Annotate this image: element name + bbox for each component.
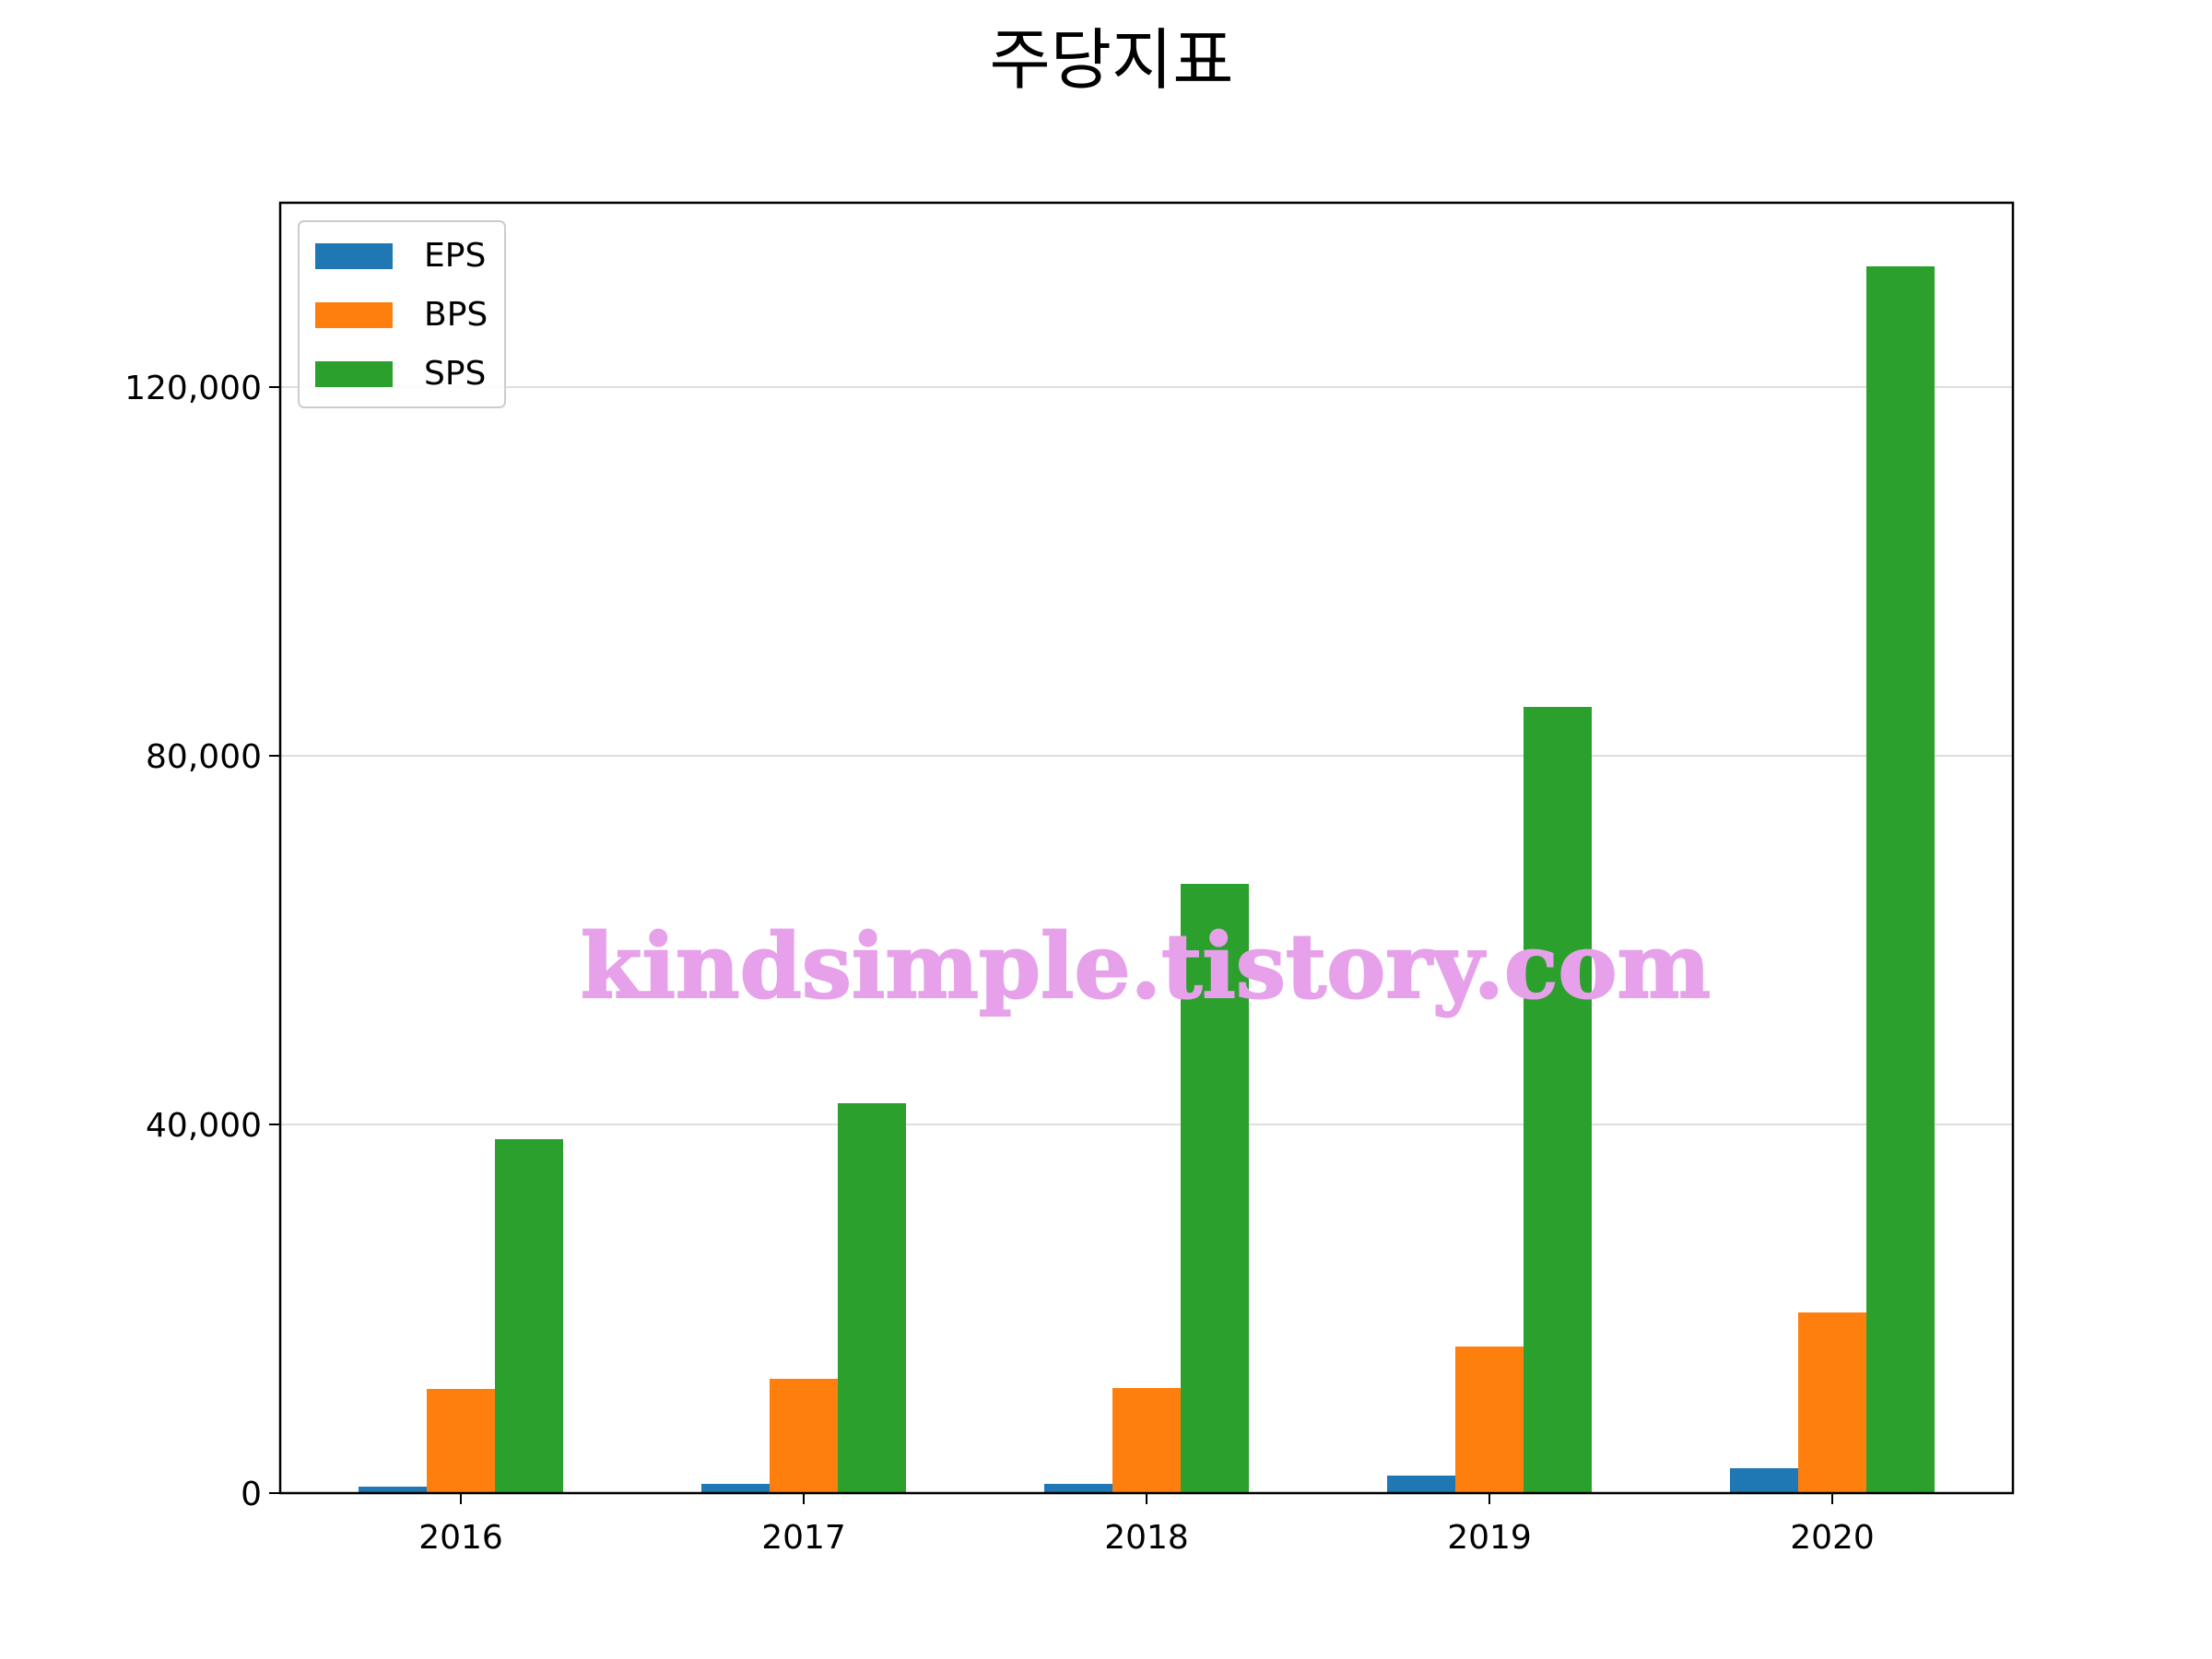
bar-eps-2017 [701, 1484, 770, 1493]
x-tick-label: 2016 [418, 1519, 503, 1557]
y-tick-label: 40,000 [146, 1107, 262, 1145]
legend-label-eps: EPS [424, 237, 486, 275]
bar-eps-2019 [1387, 1476, 1455, 1493]
legend-label-sps: SPS [424, 355, 486, 393]
x-tick-label: 2018 [1104, 1519, 1189, 1557]
watermark-text: kindsimple.tistory.com [581, 914, 1711, 1018]
y-axis: 0 40,000 80,000 120,000 [124, 370, 280, 1513]
y-tick-label: 0 [241, 1476, 262, 1513]
bar-eps-2020 [1730, 1468, 1798, 1493]
legend-swatch-eps [315, 243, 393, 269]
x-tick-label: 2020 [1790, 1519, 1875, 1557]
bar-bps-2018 [1112, 1388, 1181, 1493]
bar-eps-2016 [359, 1487, 427, 1493]
x-tick-label: 2019 [1447, 1519, 1532, 1557]
grid-lines [280, 386, 2013, 1125]
x-tick-label: 2017 [761, 1519, 846, 1557]
bar-sps-2016 [495, 1139, 563, 1493]
bar-sps-2019 [1524, 707, 1592, 1493]
y-tick-label: 120,000 [124, 370, 262, 407]
bar-sps-2018 [1181, 884, 1249, 1493]
legend-swatch-bps [315, 302, 393, 328]
bar-bps-2017 [770, 1379, 838, 1493]
bars [359, 266, 1935, 1493]
chart-title: 주당지표 [990, 21, 1234, 99]
legend-swatch-sps [315, 361, 393, 387]
bar-bps-2019 [1455, 1347, 1524, 1493]
bar-sps-2017 [838, 1103, 906, 1493]
x-axis: 2016 2017 2018 2019 2020 [418, 1493, 1875, 1557]
bar-bps-2020 [1798, 1312, 1866, 1493]
legend-label-bps: BPS [424, 296, 488, 334]
bar-eps-2018 [1044, 1484, 1112, 1493]
bar-sps-2020 [1866, 266, 1935, 1493]
bar-bps-2016 [427, 1389, 495, 1493]
legend: EPS BPS SPS [298, 220, 506, 408]
y-tick-label: 80,000 [146, 738, 262, 776]
